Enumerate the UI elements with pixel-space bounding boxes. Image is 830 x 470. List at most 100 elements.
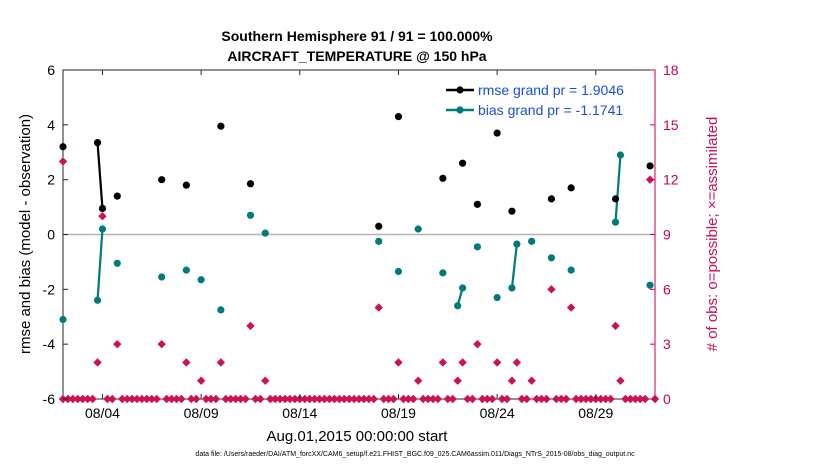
y-tick-label: 2 — [47, 172, 55, 188]
obs-zero-point — [187, 394, 196, 404]
obs-zero-point — [423, 394, 433, 404]
bias-segment — [96, 228, 104, 301]
obs-count-point — [512, 358, 522, 367]
obs-count-point — [492, 358, 502, 367]
rmse-point — [113, 192, 121, 200]
obs-zero-point — [626, 394, 635, 404]
y2-tick-label: 0 — [663, 391, 671, 407]
obs-zero-point — [596, 394, 605, 404]
obs-zero-point — [433, 394, 443, 404]
data-file-footer: data file: /Users/raeder/DAI/ATM_forcXX/… — [195, 451, 635, 458]
obs-zero-point — [137, 394, 147, 404]
obs-zero-point — [231, 394, 240, 404]
y-tick-label: 6 — [47, 62, 55, 78]
obs-count-point — [246, 321, 255, 331]
rmse-point — [394, 113, 403, 121]
obs-zero-point — [325, 394, 334, 404]
bias-point — [459, 284, 467, 292]
obs-zero-point — [206, 394, 216, 404]
obs-zero-point — [147, 394, 156, 404]
obs-zero-point — [152, 394, 161, 404]
obs-zero-point — [404, 394, 413, 404]
y2-tick-label: 15 — [663, 117, 679, 133]
obs-zero-point — [142, 394, 152, 404]
obs-zero-point — [468, 394, 477, 404]
obs-zero-point — [340, 394, 349, 404]
obs-count-point — [566, 303, 576, 312]
obs-count-point — [98, 212, 107, 221]
obs-zero-point — [359, 394, 369, 404]
obs-count-point — [473, 339, 482, 349]
bias-point — [616, 151, 625, 159]
obs-zero-point — [581, 394, 591, 404]
bias-point — [646, 281, 654, 289]
obs-zero-point — [290, 394, 300, 404]
obs-zero-point — [537, 394, 546, 404]
obs-zero-point — [177, 394, 186, 404]
bias-point — [414, 225, 422, 233]
obs-zero-point — [73, 394, 82, 404]
obs-zero-point — [201, 394, 211, 404]
obs-zero-point — [483, 394, 492, 404]
obs-zero-point — [562, 394, 571, 404]
obs-zero-point — [226, 394, 235, 404]
obs-zero-point — [389, 394, 398, 404]
obs-count-point — [547, 285, 556, 294]
bias-point — [567, 266, 575, 274]
obs-zero-point — [310, 394, 319, 404]
obs-count-point — [611, 321, 620, 331]
obs-count-point — [507, 376, 517, 385]
bias-point — [93, 296, 102, 304]
obs-count-point — [113, 339, 122, 349]
bias-point — [439, 269, 447, 277]
bias-point — [98, 225, 107, 233]
obs-zero-point — [640, 394, 650, 404]
obs-zero-point — [349, 394, 359, 404]
obs-zero-point — [132, 394, 142, 404]
obs-zero-point — [118, 394, 127, 404]
obs-zero-point — [576, 394, 586, 404]
obs-zero-point — [488, 394, 497, 404]
bias-point — [493, 293, 501, 302]
obs-count-point — [261, 376, 270, 385]
rmse-point — [98, 204, 107, 213]
obs-zero-point — [621, 394, 630, 404]
bias-point — [375, 237, 383, 245]
obs-zero-point — [103, 394, 112, 404]
rmse-point — [158, 176, 166, 184]
rmse-point — [646, 162, 654, 170]
obs-count-point — [414, 376, 423, 385]
obs-zero-point — [172, 394, 181, 404]
bias-point — [513, 240, 521, 248]
y-tick-label: -6 — [43, 391, 56, 407]
bias-point — [508, 284, 516, 292]
bias-point — [113, 259, 121, 267]
obs-zero-point — [443, 394, 452, 404]
bias-point — [394, 267, 403, 276]
rmse-point — [459, 159, 467, 167]
y2-axis-label: # of obs: o=possible; ×=assimilated — [704, 117, 721, 352]
legend-bias-label: bias grand pr = -1.1741 — [478, 102, 623, 118]
bias-point — [182, 266, 190, 274]
obs-zero-point — [285, 394, 295, 404]
obs-zero-point — [221, 394, 230, 404]
obs-zero-point — [122, 394, 132, 404]
obs-zero-point — [280, 394, 290, 404]
y-axis-label: rmse and bias (model - observation) — [17, 114, 34, 354]
rmse-point — [547, 195, 556, 203]
obs-zero-point — [167, 394, 176, 404]
legend-box — [440, 78, 652, 118]
bias-point — [261, 229, 269, 237]
obs-zero-point — [335, 394, 344, 404]
obs-zero-point — [631, 394, 640, 404]
legend-bias-marker — [456, 106, 464, 114]
bias-point — [217, 306, 225, 314]
obs-count-point — [157, 339, 166, 349]
obs-zero-point — [236, 394, 245, 404]
obs-zero-point — [418, 394, 428, 404]
obs-zero-point — [448, 394, 457, 404]
bias-point — [454, 302, 462, 310]
rmse-point — [473, 200, 481, 208]
obs-zero-point — [557, 394, 566, 404]
obs-zero-point — [344, 394, 354, 404]
